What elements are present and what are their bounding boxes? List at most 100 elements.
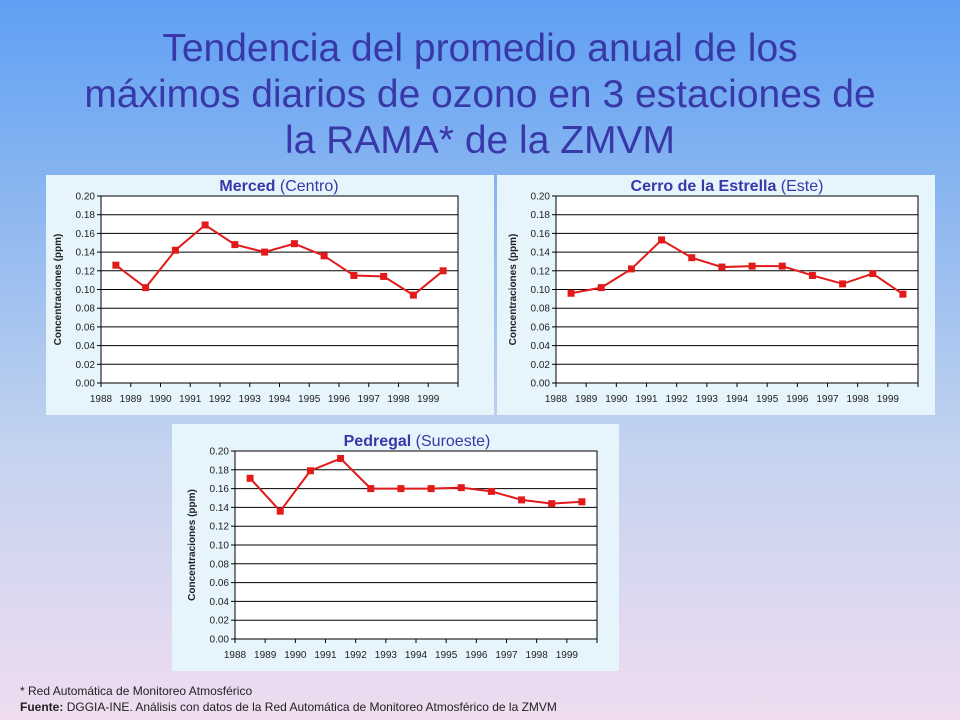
source-label: Fuente: bbox=[20, 700, 64, 714]
chart-title: Cerro de la Estrella (Este) bbox=[631, 178, 824, 195]
data-point bbox=[457, 484, 465, 492]
y-tick-label: 0.12 bbox=[531, 266, 551, 277]
x-tick-label: 1994 bbox=[405, 650, 428, 661]
series-line bbox=[249, 457, 582, 513]
x-tick-label: 1988 bbox=[224, 650, 247, 661]
data-point bbox=[567, 289, 575, 297]
y-tick-label: 0.20 bbox=[76, 192, 96, 203]
y-tick-label: 0.08 bbox=[76, 304, 96, 315]
y-tick-label: 0.14 bbox=[210, 503, 230, 514]
chart-pedregal: Pedregal (Suroeste) 0.00 0.02 0.04 0.06 0.08 0… bbox=[187, 433, 598, 661]
x-tick-label: 1989 bbox=[120, 394, 143, 405]
y-tick-label: 0.16 bbox=[531, 229, 551, 240]
data-point bbox=[869, 270, 877, 278]
y-tick-label: 0.16 bbox=[76, 229, 96, 240]
y-tick-label: 0.20 bbox=[531, 192, 551, 203]
y-tick-label: 0.18 bbox=[210, 465, 230, 476]
y-tick-label: 0.06 bbox=[76, 322, 96, 333]
x-tick-label: 1993 bbox=[375, 650, 398, 661]
data-point bbox=[439, 267, 447, 275]
x-tick-label: 1999 bbox=[417, 394, 440, 405]
chart-title-rest: (Centro) bbox=[275, 178, 338, 195]
y-tick-label: 0.12 bbox=[76, 266, 96, 277]
x-tick-label: 1993 bbox=[696, 394, 719, 405]
x-tick-label: 1992 bbox=[209, 394, 232, 405]
data-point bbox=[261, 248, 269, 256]
source-text: DGGIA-INE. Análisis con datos de la Red … bbox=[66, 700, 557, 714]
y-axis-label: Concentraciones (ppm) bbox=[53, 234, 64, 346]
data-point bbox=[231, 241, 239, 249]
y-tick-label: 0.08 bbox=[531, 304, 551, 315]
data-point bbox=[578, 498, 586, 506]
source-note: Fuente: DGGIA-INE. Análisis con datos de… bbox=[20, 700, 557, 714]
y-tick-label: 0.18 bbox=[531, 210, 551, 221]
chart-title-rest: (Suroeste) bbox=[411, 433, 490, 450]
y-axis-label: Concentraciones (ppm) bbox=[187, 489, 198, 601]
chart-panel-cerro: Cerro de la Estrella (Este) 0.00 0.02 0.04 0… bbox=[497, 175, 935, 415]
x-tick-label: 1991 bbox=[179, 394, 202, 405]
data-point bbox=[899, 290, 907, 298]
y-tick-label: 0.02 bbox=[531, 360, 551, 371]
data-point bbox=[320, 252, 328, 260]
data-point bbox=[276, 507, 284, 515]
x-tick-label: 1992 bbox=[666, 394, 689, 405]
chart-panel-merced: Merced (Centro) 0.00 0.02 0.04 0.06 0.08 0.10 0… bbox=[46, 175, 494, 415]
x-tick-label: 1990 bbox=[605, 394, 628, 405]
data-point bbox=[487, 487, 495, 495]
x-tick-label: 1991 bbox=[635, 394, 658, 405]
y-tick-label: 0.00 bbox=[210, 635, 230, 646]
y-tick-label: 0.16 bbox=[210, 484, 230, 495]
x-tick-label: 1996 bbox=[465, 650, 488, 661]
data-point bbox=[337, 455, 345, 463]
chart-merced: Merced (Centro) 0.00 0.02 0.04 0.06 0.08 0.10 0… bbox=[53, 178, 459, 405]
series-line bbox=[115, 223, 444, 297]
data-point bbox=[171, 246, 179, 254]
data-point bbox=[427, 485, 435, 493]
x-tick-label: 1994 bbox=[268, 394, 291, 405]
chart-panel-pedregal: Pedregal (Suroeste) 0.00 0.02 0.04 0.06 0.08 0… bbox=[172, 424, 619, 671]
x-tick-label: 1988 bbox=[90, 394, 113, 405]
y-axis-label: Concentraciones (ppm) bbox=[508, 234, 519, 346]
chart-title-bold: Pedregal bbox=[344, 433, 412, 450]
title-line-1: Tendencia del promedio anual de los bbox=[162, 27, 798, 70]
y-tick-label: 0.00 bbox=[531, 379, 551, 390]
y-tick-label: 0.06 bbox=[531, 322, 551, 333]
data-point bbox=[142, 284, 150, 292]
data-point bbox=[839, 280, 847, 288]
data-point bbox=[748, 262, 756, 270]
y-tick-label: 0.00 bbox=[76, 379, 96, 390]
data-point bbox=[658, 236, 666, 244]
chart-title-bold: Cerro de la Estrella bbox=[631, 178, 777, 195]
x-tick-label: 1989 bbox=[254, 650, 277, 661]
data-point bbox=[688, 254, 696, 262]
x-tick-label: 1992 bbox=[345, 650, 368, 661]
data-point bbox=[367, 485, 375, 493]
x-tick-label: 1994 bbox=[726, 394, 749, 405]
x-tick-label: 1993 bbox=[239, 394, 262, 405]
x-tick-label: 1995 bbox=[435, 650, 458, 661]
footnote: * Red Automática de Monitoreo Atmosféric… bbox=[20, 684, 253, 698]
x-tick-label: 1996 bbox=[328, 394, 351, 405]
data-point bbox=[306, 467, 314, 475]
x-tick-label: 1990 bbox=[149, 394, 172, 405]
y-tick-label: 0.08 bbox=[210, 559, 230, 570]
y-tick-label: 0.10 bbox=[210, 541, 230, 552]
y-tick-label: 0.10 bbox=[76, 285, 96, 296]
x-tick-label: 1995 bbox=[756, 394, 779, 405]
data-point bbox=[518, 496, 526, 504]
data-point bbox=[808, 271, 816, 279]
data-point bbox=[409, 291, 417, 299]
data-point bbox=[627, 265, 635, 273]
y-tick-label: 0.02 bbox=[76, 360, 96, 371]
chart-title-bold: Merced bbox=[219, 178, 275, 195]
data-point bbox=[246, 474, 254, 482]
x-tick-label: 1990 bbox=[284, 650, 307, 661]
y-tick-label: 0.02 bbox=[210, 616, 230, 627]
y-tick-label: 0.04 bbox=[76, 341, 96, 352]
x-tick-label: 1991 bbox=[314, 650, 337, 661]
data-point bbox=[548, 500, 556, 508]
x-tick-label: 1997 bbox=[816, 394, 839, 405]
data-point bbox=[350, 271, 358, 279]
y-tick-label: 0.14 bbox=[531, 248, 551, 259]
data-point bbox=[201, 221, 209, 229]
